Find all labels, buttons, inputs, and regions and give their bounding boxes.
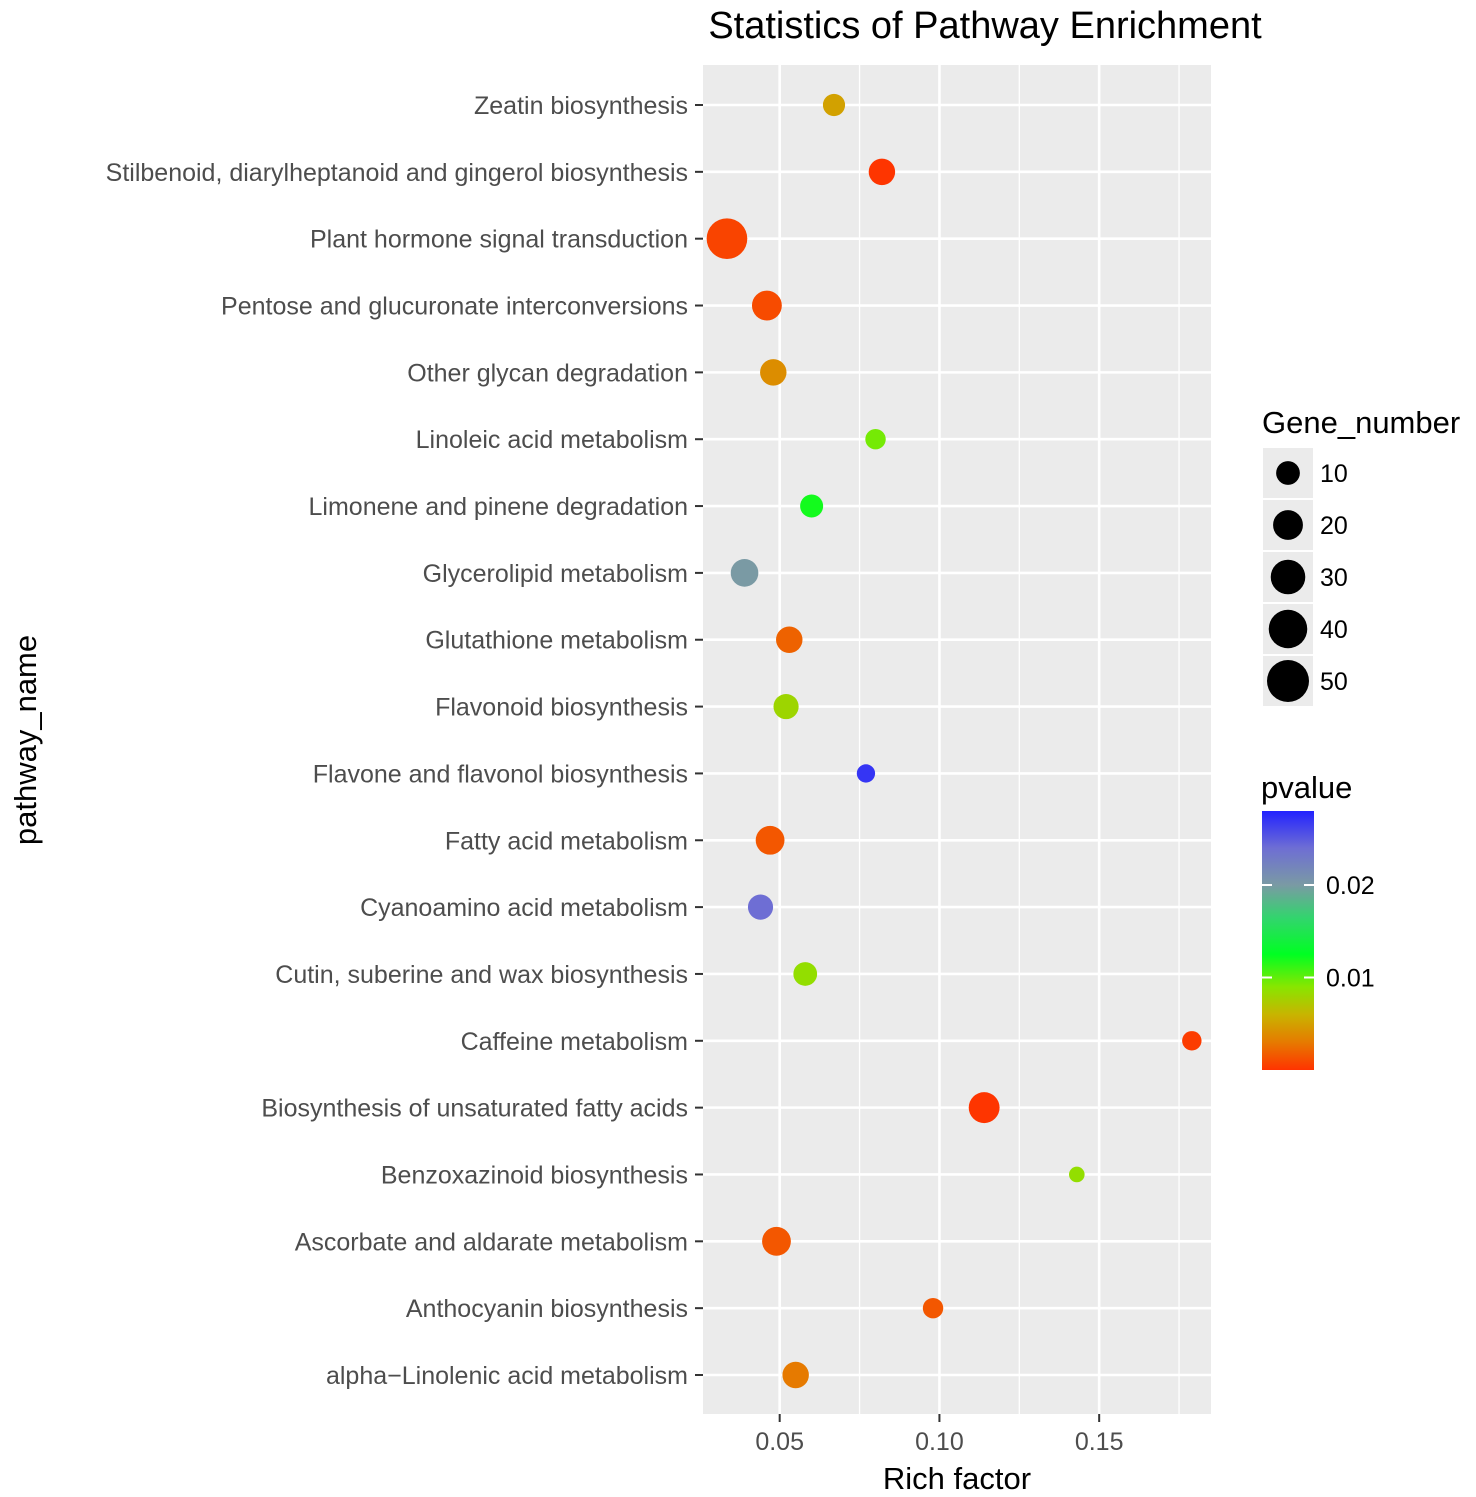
data-point: [776, 626, 803, 653]
data-point: [822, 93, 846, 117]
y-tick-label: Biosynthesis of unsaturated fatty acids: [261, 1095, 688, 1123]
size-legend-label: 30: [1320, 564, 1348, 592]
data-point: [760, 359, 787, 386]
data-point: [782, 1361, 809, 1389]
y-tick-label: Benzoxazinoid biosynthesis: [381, 1161, 688, 1189]
y-tick-label: Flavone and flavonol biosynthesis: [313, 760, 688, 788]
y-tick-label: Limonene and pinene degradation: [309, 493, 688, 521]
y-tick-label: Fatty acid metabolism: [445, 827, 688, 855]
data-point: [968, 1092, 1000, 1124]
size-legend-circle: [1270, 559, 1306, 595]
colorbar-tick-label: 0.02: [1326, 872, 1375, 900]
y-tick-label: Ascorbate and aldarate metabolism: [295, 1228, 688, 1256]
y-tick-label: Plant hormone signal transduction: [310, 226, 688, 254]
data-point: [751, 290, 782, 321]
y-tick-label: Flavonoid biosynthesis: [435, 694, 688, 722]
gene-number-legend-title: Gene_number: [1262, 405, 1460, 440]
data-point: [793, 962, 818, 986]
plot-panel: [703, 65, 1211, 1414]
x-tick-label: 0.05: [755, 1428, 804, 1456]
y-tick-label: Pentose and glucuronate interconversions: [221, 293, 688, 321]
data-point: [755, 825, 785, 855]
size-legend-circle: [1267, 660, 1309, 702]
y-tick-label: Other glycan degradation: [407, 359, 688, 387]
size-legend-circle: [1268, 609, 1308, 649]
data-point: [868, 158, 896, 186]
data-point: [1182, 1031, 1202, 1051]
y-tick-label: Glutathione metabolism: [425, 627, 688, 655]
x-tick-label: 0.10: [915, 1428, 964, 1456]
gene-number-legend: Gene_number 10 20 30 40 50: [1262, 405, 1460, 706]
y-axis-title: pathway_name: [8, 635, 43, 845]
data-point: [856, 764, 876, 783]
x-tick-label: 0.15: [1075, 1428, 1124, 1456]
y-tick-label: Cutin, suberine and wax biosynthesis: [275, 961, 688, 989]
data-point: [747, 894, 774, 920]
y-tick-label: Glycerolipid metabolism: [423, 560, 688, 588]
data-point: [706, 218, 748, 260]
chart-title: Statistics of Pathway Enrichment: [708, 5, 1262, 47]
data-point: [762, 1226, 791, 1256]
y-tick-label: Anthocyanin biosynthesis: [406, 1295, 688, 1323]
y-tick-label: Caffeine metabolism: [461, 1028, 688, 1056]
data-point: [865, 428, 886, 450]
data-point: [773, 693, 799, 720]
size-legend-label: 50: [1320, 668, 1348, 696]
data-point: [1069, 1166, 1085, 1183]
y-tick-label: Stilbenoid, diarylheptanoid and gingerol…: [106, 159, 688, 187]
y-axis: Zeatin biosynthesis Stilbenoid, diarylhep…: [106, 92, 703, 1390]
data-point: [730, 559, 759, 587]
pvalue-colorbar: [1262, 811, 1314, 1070]
y-tick-label: Linoleic acid metabolism: [416, 426, 688, 454]
x-axis: 0.05 0.10 0.15: [755, 1414, 1124, 1456]
size-legend-label: 10: [1320, 460, 1348, 488]
size-legend-label: 20: [1320, 512, 1348, 540]
pvalue-legend-title: pvalue: [1261, 770, 1352, 805]
data-point: [800, 494, 824, 518]
y-tick-label: alpha−Linolenic acid metabolism: [326, 1362, 688, 1390]
size-legend-label: 40: [1320, 616, 1348, 644]
pvalue-legend: pvalue 0.02 0.01: [1261, 770, 1375, 1070]
grid-lines: [703, 65, 1211, 1414]
size-legend-circle: [1276, 461, 1300, 485]
size-legend-circle: [1273, 510, 1303, 540]
data-points: [706, 93, 1202, 1389]
y-tick-label: Cyanoamino acid metabolism: [360, 894, 688, 922]
colorbar-tick-label: 0.01: [1326, 965, 1375, 993]
x-axis-title: Rich factor: [883, 1461, 1031, 1496]
y-tick-label: Zeatin biosynthesis: [474, 92, 688, 120]
data-point: [922, 1297, 944, 1319]
